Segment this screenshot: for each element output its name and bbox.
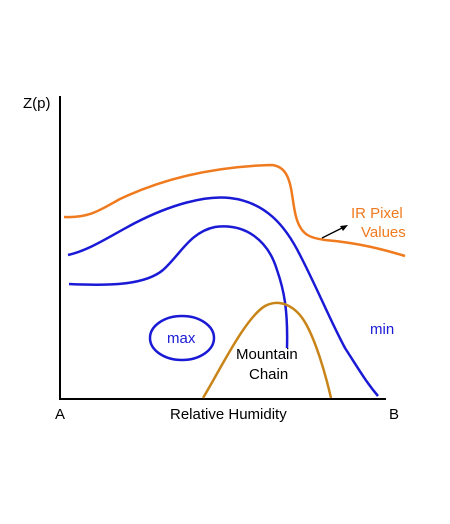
ir-pointer-arrow bbox=[321, 226, 345, 239]
mountain-chain bbox=[201, 301, 333, 399]
x-axis-label: Relative Humidity bbox=[170, 406, 287, 423]
y-axis-label: Z(p) bbox=[23, 95, 51, 112]
outer-humidity-contour bbox=[67, 196, 379, 397]
max-ellipse bbox=[148, 314, 216, 362]
max-label: max bbox=[167, 330, 196, 347]
min-label: min bbox=[370, 321, 394, 338]
inner-humidity-contour bbox=[68, 225, 289, 349]
x-axis-end-label: B bbox=[389, 406, 399, 423]
ir-pixel-curve bbox=[63, 163, 406, 258]
mountain-label-line2: Chain bbox=[249, 366, 288, 383]
x-axis-start-label: A bbox=[55, 406, 65, 423]
ir-label-line2: Values bbox=[361, 224, 406, 241]
ir-label-line1: IR Pixel bbox=[351, 205, 403, 222]
mountain-label-line1: Mountain bbox=[236, 346, 298, 363]
ir-pointer-arrowhead bbox=[340, 225, 348, 231]
